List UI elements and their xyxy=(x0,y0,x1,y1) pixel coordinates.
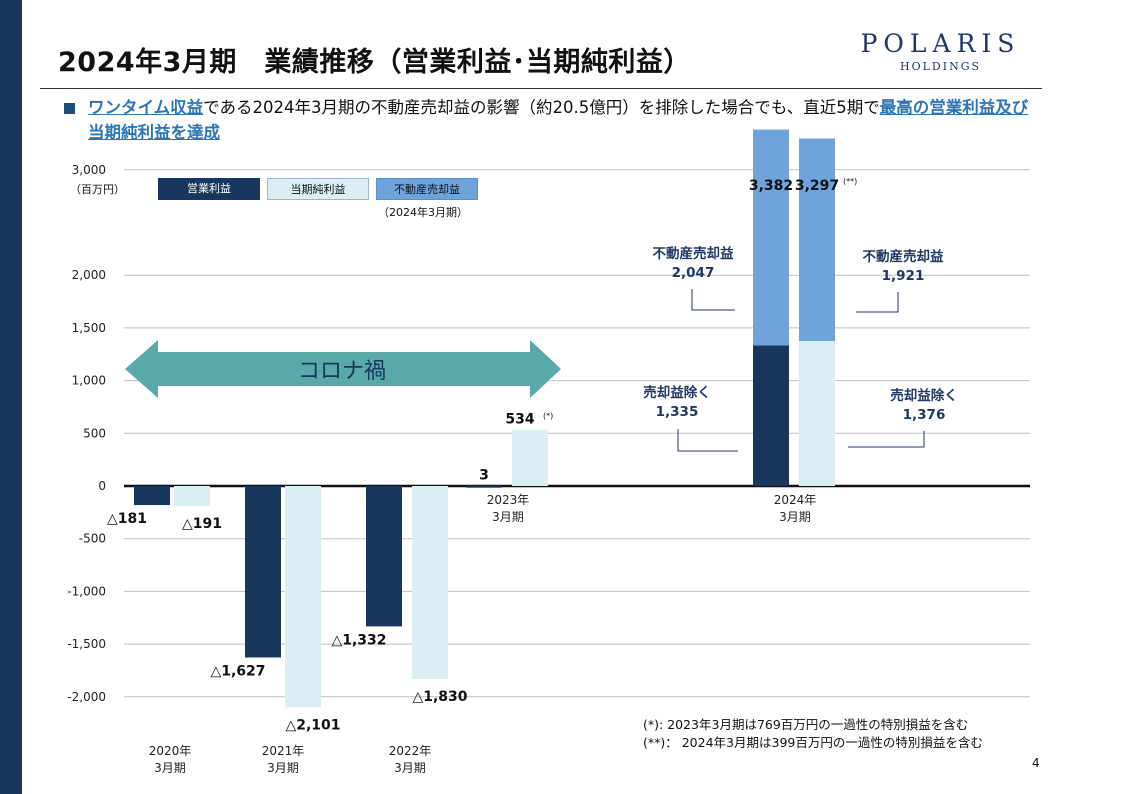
bar-real-estate-gain-net xyxy=(799,138,835,341)
y-tick-label: 500 xyxy=(83,426,106,440)
category-label-year: 2023年 xyxy=(487,493,530,507)
callout-operating-excluding-title: 売却益除く xyxy=(643,384,711,401)
chart-callouts: 不動産売却益 2,047 不動産売却益 1,921 売却益除く 1,335 売却益除く 1,3… xyxy=(643,245,958,452)
y-tick-label: 3,000 xyxy=(72,163,106,177)
data-label-operating: 3 xyxy=(479,468,489,484)
chart-labels: △181 △191 2020年 3月期 △1,627 △2,101 2021年 3月期 △1,3… xyxy=(107,177,857,775)
callout-operating-excluding-leader xyxy=(677,429,738,452)
callout-net-excluding-value: 1,376 xyxy=(903,407,946,423)
bar-net-profit xyxy=(412,486,448,679)
category-label-year: 2020年 xyxy=(149,744,192,758)
callout-net-excluding-title: 売却益除く xyxy=(890,387,958,404)
y-tick-label: -500 xyxy=(79,532,106,546)
category-label-period: 3月期 xyxy=(779,510,811,524)
y-tick-label: -1,500 xyxy=(67,637,106,651)
bar-operating-profit xyxy=(245,486,281,658)
bar-operating-profit xyxy=(366,486,402,627)
marker-2023-net: (*) xyxy=(543,412,553,421)
category-label-year: 2022年 xyxy=(389,744,432,758)
callout-net-excluding-leader xyxy=(848,431,925,448)
covid-arrow-shape xyxy=(125,340,561,398)
headline-body: である2024年3月期の不動産売却益の影響（約20.5億円）を排除した場合でも、… xyxy=(203,98,880,117)
callout-operating-real-estate-leader xyxy=(691,289,735,311)
data-label-net: △191 xyxy=(182,516,222,532)
legend-note: （2024年3月期） xyxy=(378,206,468,219)
bar-net-profit xyxy=(799,340,835,486)
category-label-period: 3月期 xyxy=(267,761,299,775)
legend-net-profit: 当期純利益 xyxy=(267,178,369,200)
category-label-year: 2021年 xyxy=(262,744,305,758)
left-accent-bar xyxy=(0,0,22,794)
data-label-net: 534 xyxy=(505,412,534,428)
logo-subtitle: HOLDINGS xyxy=(899,60,982,73)
legend-real-estate-gain: 不動産売却益 xyxy=(376,178,478,200)
callout-operating-real-estate-value: 2,047 xyxy=(672,265,715,281)
bar-operating-profit xyxy=(134,486,170,506)
page-title: 2024年3月期 業績推移（営業利益･当期純利益） xyxy=(58,47,691,78)
y-tick-label: 2,000 xyxy=(72,268,106,282)
marker-2024-net: (**) xyxy=(843,177,857,186)
callout-net-real-estate-title: 不動産売却益 xyxy=(863,248,944,265)
callout-operating-real-estate-title: 不動産売却益 xyxy=(653,245,734,262)
y-tick-label: 1,500 xyxy=(72,321,106,335)
callout-net-real-estate-leader xyxy=(856,292,899,313)
callout-operating-excluding-value: 1,335 xyxy=(656,404,699,420)
bullet-square-icon xyxy=(64,103,75,114)
chart-gridlines: 3,000 2,000 1,500 1,000 500 0 -500 -1,000 -1,500… xyxy=(67,163,1030,704)
category-label-period: 3月期 xyxy=(154,761,186,775)
y-tick-label: 1,000 xyxy=(72,374,106,388)
title-divider xyxy=(40,88,1042,89)
unit-label: （百万円） xyxy=(70,183,125,196)
data-label-operating: △181 xyxy=(107,511,147,527)
category-label-year: 2024年 xyxy=(774,493,817,507)
total-2024-operating: 3,382 xyxy=(749,178,793,194)
data-label-net: △2,101 xyxy=(285,717,340,733)
headline-link-onetime: ワンタイム収益 xyxy=(88,98,204,117)
y-tick-label: -2,000 xyxy=(67,690,106,704)
company-logo: POLARIS HOLDINGS xyxy=(848,29,1033,74)
bar-net-profit xyxy=(285,486,321,708)
total-2024-net: 3,297 xyxy=(795,178,839,194)
legend-operating-profit: 営業利益 xyxy=(158,178,260,200)
bar-operating-profit xyxy=(753,345,789,486)
y-tick-label: -1,000 xyxy=(67,584,106,598)
chart-bars xyxy=(134,129,835,708)
bar-net-profit xyxy=(174,486,210,507)
bar-net-profit xyxy=(512,429,548,486)
callout-net-real-estate-value: 1,921 xyxy=(882,268,925,284)
bar-operating-profit xyxy=(466,485,502,488)
data-label-operating: △1,332 xyxy=(331,632,386,648)
category-label-period: 3月期 xyxy=(492,510,524,524)
category-label-period: 3月期 xyxy=(394,761,426,775)
footnote-1: (*): 2023年3月期は769百万円の一過性の特別損益を含む xyxy=(643,717,969,732)
data-label-net: △1,830 xyxy=(412,689,467,705)
covid-period-arrow: コロナ禍 xyxy=(125,340,561,398)
headline-text: ワンタイム収益である2024年3月期の不動産売却益の影響（約20.5億円）を排除… xyxy=(88,95,1038,145)
headline-link-record: 最高の営業利益及び当期純利益を達成 xyxy=(88,98,1029,142)
bar-real-estate-gain-operating xyxy=(753,129,789,346)
covid-label: コロナ禍 xyxy=(298,359,386,384)
footnote-2: (**)： 2024年3月期は399百万円の一過性の特別損益を含む xyxy=(643,735,983,750)
page-number: 4 xyxy=(1032,756,1040,770)
logo-wordmark: POLARIS xyxy=(860,29,1021,58)
y-tick-label: 0 xyxy=(98,479,106,493)
data-label-operating: △1,627 xyxy=(210,663,265,679)
